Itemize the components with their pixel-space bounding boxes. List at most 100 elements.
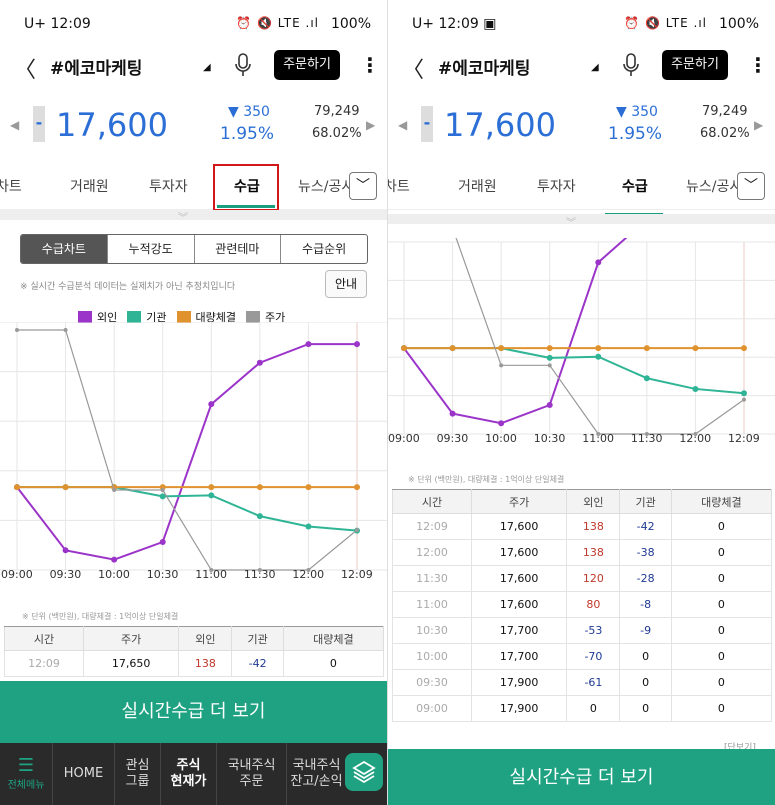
subtab-supply-chart[interactable]: 수급차트 — [21, 235, 107, 263]
subtab-related-theme[interactable]: 관련테마 — [193, 235, 281, 263]
more-supply-button[interactable]: 실시간수급 더 보기 — [388, 749, 775, 805]
cell-price: 17,600 — [470, 591, 568, 618]
tab-news[interactable]: 뉴스/공시 — [686, 179, 743, 195]
series-line — [403, 238, 628, 425]
data-point — [14, 484, 20, 491]
nav-current-price[interactable]: 주식 현재가 — [160, 743, 216, 805]
data-point — [354, 341, 360, 348]
data-point — [159, 484, 166, 491]
more-options-icon[interactable]: ⋮ — [748, 53, 768, 77]
cell-institution: -42 — [619, 513, 672, 540]
cell-block: 0 — [670, 617, 773, 644]
back-icon[interactable]: 〈 — [14, 58, 37, 83]
legend-swatch — [245, 311, 260, 323]
data-point — [305, 341, 312, 348]
next-stock-arrow-icon[interactable]: ▶ — [754, 118, 764, 132]
table-row: 10:00 17,700 -70 0 0 — [392, 643, 773, 670]
cell-time: 10:00 — [392, 643, 472, 670]
nav-domestic-order[interactable]: 국내주식 주문 — [216, 743, 286, 805]
supply-chart — [0, 322, 387, 572]
tab-supply[interactable]: 수급 — [622, 179, 648, 195]
legend-swatch — [127, 311, 142, 323]
next-stock-arrow-icon[interactable]: ▶ — [366, 118, 376, 132]
table-row: 11:30 17,600 120 -28 0 — [392, 565, 773, 592]
tab-investor[interactable]: 투자자 — [537, 179, 576, 195]
mic-icon[interactable] — [232, 52, 254, 78]
tab-supply[interactable]: 수급 — [234, 179, 260, 195]
data-point — [15, 328, 19, 332]
data-point — [159, 539, 166, 546]
data-point — [692, 385, 699, 392]
collapse-handle-icon[interactable]: ︾ — [566, 218, 576, 229]
collapse-handle-icon[interactable]: ︾ — [178, 213, 188, 224]
data-point — [547, 363, 552, 368]
cell-institution: -38 — [619, 539, 672, 566]
caret-down-icon[interactable]: ◢ — [591, 62, 599, 73]
data-point — [159, 493, 166, 500]
status-bar: U+ 12:09 ⏰ 🔇 LTE .ıl 100% — [0, 0, 387, 48]
more-supply-button[interactable]: 실시간수급 더 보기 — [0, 681, 387, 743]
cell-price: 17,650 — [82, 650, 180, 677]
tab-broker[interactable]: 거래원 — [70, 179, 109, 195]
menu-button[interactable]: ☰ 전체메뉴 — [0, 743, 52, 805]
volume: 79,249 — [314, 104, 360, 119]
subtab-cumulative[interactable]: 누적강도 — [106, 235, 194, 263]
cell-foreign: 80 — [566, 591, 621, 618]
order-button[interactable]: 주문하기 — [662, 50, 728, 80]
table-row: 12:09 17,600 138 -42 0 — [392, 513, 773, 540]
tab-broker[interactable]: 거래원 — [458, 179, 497, 195]
x-tick-label: 11:30 — [243, 568, 276, 581]
data-point — [595, 259, 602, 266]
series-line — [17, 329, 358, 571]
more-options-icon[interactable]: ⋮ — [360, 53, 380, 77]
tab-chart[interactable]: 차트 — [388, 179, 410, 195]
nav-domestic-balance[interactable]: 국내주식 잔고/손익 — [286, 743, 346, 805]
tab-news[interactable]: 뉴스/공시 — [298, 179, 355, 195]
status-bar: U+ 12:09 ▣ ⏰ 🔇 LTE .ıl 100% — [388, 0, 775, 48]
stock-tabs: 차트 거래원 투자자 수급 뉴스/공시 ﹀ — [0, 164, 387, 211]
table-row: 12:00 17,600 138 -38 0 — [392, 539, 773, 566]
data-point — [256, 359, 263, 366]
tab-investor[interactable]: 투자자 — [149, 179, 188, 195]
x-tick-label: 11:30 — [630, 432, 663, 445]
x-tick-label: 12:09 — [728, 432, 760, 445]
stock-name[interactable]: #에코마케팅 — [50, 59, 143, 79]
legend-item: 외인 — [78, 309, 117, 325]
nav-home[interactable]: HOME — [52, 743, 114, 805]
nav-watchlist[interactable]: 관심 그룹 — [114, 743, 160, 805]
mic-icon[interactable] — [620, 52, 642, 78]
layers-icon[interactable] — [345, 753, 383, 791]
price-sign: - — [33, 106, 45, 142]
legend-swatch — [176, 311, 191, 323]
chevron-down-icon[interactable]: ﹀ — [349, 172, 377, 200]
data-point — [741, 345, 747, 352]
x-tick-label: 10:30 — [146, 568, 179, 581]
data-point — [546, 345, 553, 352]
battery-level: 100% — [330, 16, 371, 32]
view-toggle-caption[interactable]: [단보기] — [724, 743, 756, 753]
cell-foreign: 120 — [566, 565, 621, 592]
col-block: 대량체결 — [282, 626, 385, 651]
back-icon[interactable]: 〈 — [402, 58, 425, 83]
stock-name[interactable]: #에코마케팅 — [438, 59, 531, 79]
caret-down-icon[interactable]: ◢ — [203, 62, 211, 73]
subtab-supply-rank[interactable]: 수급순위 — [280, 235, 367, 263]
x-tick-label: 12:00 — [292, 568, 325, 581]
guide-button[interactable]: 안내 — [325, 270, 367, 298]
x-tick-label: 09:30 — [436, 432, 469, 445]
table-row: 12:09 17,650 138 -42 0 — [4, 650, 385, 677]
cell-price: 17,700 — [470, 643, 568, 670]
cell-price: 17,600 — [470, 513, 568, 540]
supply-subtabs: 수급차트 누적강도 관련테마 수급순위 — [20, 234, 368, 264]
prev-stock-arrow-icon[interactable]: ◀ — [10, 118, 20, 132]
x-tick-label: 12:00 — [679, 432, 712, 445]
data-point — [305, 484, 312, 491]
chevron-down-icon[interactable]: ﹀ — [737, 172, 765, 200]
tab-chart[interactable]: 차트 — [0, 179, 22, 195]
order-button[interactable]: 주문하기 — [274, 50, 340, 80]
status-time: U+ 12:09 ▣ — [412, 16, 496, 32]
prev-stock-arrow-icon[interactable]: ◀ — [398, 118, 408, 132]
data-point — [449, 410, 456, 417]
legend-label: 주가 — [264, 311, 286, 324]
data-point — [257, 568, 262, 572]
